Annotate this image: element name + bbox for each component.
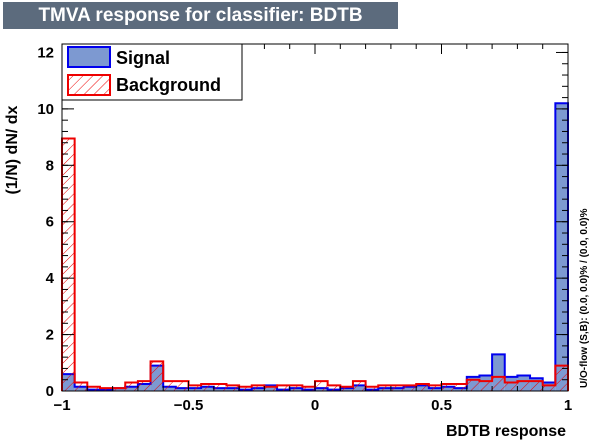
chart-title: TMVA response for classifier: BDTB (3, 2, 398, 29)
background-bar (466, 379, 480, 391)
x-axis-title: BDTB response (446, 423, 566, 440)
background-bar (302, 386, 315, 391)
y-tick-label: 6 (46, 214, 54, 231)
overflow-note: U/O-flow (S,B): (0.0, 0.0)% / (0.0, 0.0)… (579, 208, 590, 388)
background-bar (555, 365, 568, 391)
y-tick-label: 12 (37, 44, 54, 61)
background-bar (327, 385, 341, 391)
background-bar (150, 361, 164, 391)
background-bar (378, 385, 391, 391)
background-bar (99, 388, 113, 391)
background-bar (416, 383, 429, 391)
background-bar (315, 381, 328, 391)
x-tick-label: 0 (311, 397, 319, 414)
background-bar (454, 383, 467, 391)
legend-background-swatch (67, 74, 111, 96)
background-bar (289, 385, 303, 391)
x-tick-label: 0.5 (431, 397, 452, 414)
background-bar (175, 381, 189, 391)
background-bar (213, 383, 227, 391)
background-bar (530, 381, 543, 391)
y-tick-label: 4 (46, 270, 55, 287)
background-bar (112, 388, 126, 391)
y-tick-label: 2 (46, 327, 54, 344)
signal-bar (555, 103, 568, 392)
x-tick-label: −0.5 (174, 397, 204, 414)
background-bar (125, 382, 138, 391)
x-tick-label: 1 (564, 397, 572, 414)
y-tick-label: 10 (37, 101, 54, 118)
legend-signal-swatch (67, 46, 111, 68)
background-bar (492, 376, 505, 391)
background-bar (390, 385, 404, 391)
background-bar (365, 386, 379, 391)
y-axis-title: (1/N) dN/ dx (4, 105, 21, 194)
legend-background-label: Background (116, 75, 221, 95)
background-bar (340, 386, 353, 391)
plot-frame (62, 44, 568, 391)
background-bar (277, 385, 290, 391)
background-bar (251, 385, 265, 391)
y-tick-label: 8 (46, 157, 54, 174)
background-series (61, 137, 569, 391)
background-bar (517, 381, 531, 391)
background-bar (163, 381, 176, 391)
background-bar (403, 385, 417, 391)
background-bar (239, 386, 252, 391)
x-tick-label: −1 (53, 397, 70, 414)
background-bar (542, 385, 556, 391)
background-bar (62, 138, 75, 391)
legend-signal-label: Signal (116, 48, 170, 68)
background-bar (201, 383, 214, 391)
y-tick-label: 0 (46, 383, 54, 400)
background-bar (504, 382, 518, 391)
background-bar (188, 385, 202, 391)
background-bar (352, 381, 366, 391)
background-bar (137, 381, 151, 391)
background-bar (226, 385, 240, 391)
legend: Signal Background (61, 43, 243, 101)
background-bar (428, 385, 442, 391)
background-bar (479, 381, 493, 391)
background-bar (264, 386, 278, 391)
background-bar (74, 382, 88, 391)
background-bar (441, 383, 455, 391)
background-bar (87, 386, 100, 391)
